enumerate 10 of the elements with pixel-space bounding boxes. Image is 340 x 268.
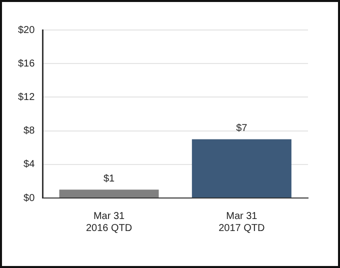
y-tick-label: $12	[18, 92, 36, 103]
x-tick-label: Mar 31 2017 QTD	[218, 210, 265, 234]
x-tick-label: Mar 31 2016 QTD	[86, 210, 132, 234]
y-tick-label: $16	[18, 58, 36, 70]
y-tick-label: $0	[24, 192, 36, 204]
data-label: $1	[103, 173, 116, 184]
y-tick-label: $8	[24, 126, 36, 137]
y-tick-label: $4	[24, 159, 36, 170]
y-tick-label: $20	[18, 24, 36, 36]
data-label: $7	[236, 122, 248, 134]
